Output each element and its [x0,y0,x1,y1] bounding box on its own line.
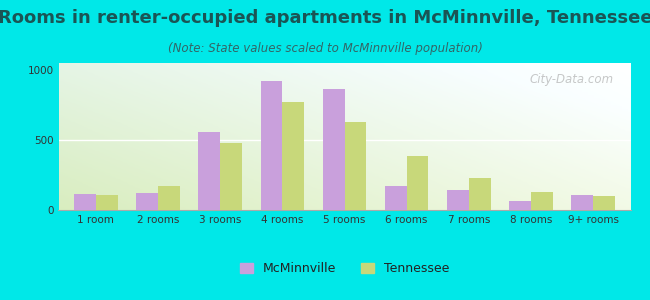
Bar [323,89,345,210]
Bar [344,122,366,210]
Bar [74,194,96,210]
Bar [220,143,242,210]
Bar [136,193,158,210]
Bar [531,192,552,210]
Bar [158,185,180,210]
Bar [261,81,282,210]
Bar [593,196,615,210]
Text: (Note: State values scaled to McMinnville population): (Note: State values scaled to McMinnvill… [168,42,482,55]
Bar [469,178,491,210]
Bar [509,201,531,210]
Bar [282,102,304,210]
Text: Rooms in renter-occupied apartments in McMinnville, Tennessee: Rooms in renter-occupied apartments in M… [0,9,650,27]
Text: City-Data.com: City-Data.com [529,73,614,86]
Bar [198,132,220,210]
Bar [407,156,428,210]
Bar [385,186,407,210]
Bar [571,195,593,210]
Bar [447,190,469,210]
Legend: McMinnville, Tennessee: McMinnville, Tennessee [235,257,454,280]
Bar [96,195,118,210]
